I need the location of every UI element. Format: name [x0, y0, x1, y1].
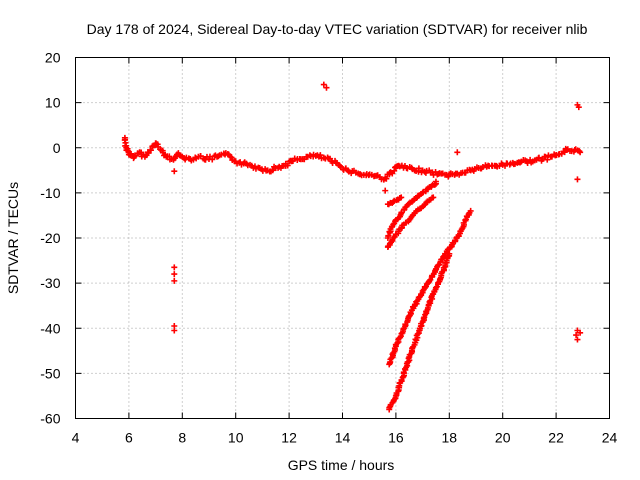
x-tick-label: 10: [228, 430, 244, 446]
data-point-outlier: [171, 327, 178, 334]
x-tick-label: 6: [125, 430, 133, 446]
data-point: [383, 175, 390, 182]
data-point: [544, 156, 551, 163]
data-points: [121, 81, 584, 413]
data-point: [577, 149, 584, 156]
data-point-outlier: [577, 329, 584, 336]
data-point-outlier: [432, 178, 439, 185]
data-point-outlier: [171, 168, 178, 175]
data-point: [415, 165, 422, 172]
data-point-outlier: [323, 84, 330, 91]
data-point-outlier: [320, 81, 327, 88]
data-point-outlier: [574, 336, 581, 343]
data-point-outlier: [171, 264, 178, 271]
data-point: [147, 147, 154, 154]
y-tick-labels: -60 -50 -40 -30 -20 -10 0 10 20: [40, 50, 60, 427]
x-tick-label: 14: [335, 430, 351, 446]
x-tick-label: 18: [442, 430, 458, 446]
data-point: [209, 156, 216, 163]
data-point: [128, 150, 135, 157]
y-tick-label: 20: [45, 50, 61, 66]
data-point-outlier: [171, 277, 178, 284]
data-point: [446, 250, 453, 257]
data-point: [414, 330, 421, 337]
y-tick-label: -30: [40, 275, 60, 291]
data-point: [535, 154, 542, 161]
y-tick-label: -40: [40, 320, 60, 336]
x-tick-label: 4: [72, 430, 80, 446]
y-tick-label: -60: [40, 411, 60, 427]
data-point-outlier: [171, 271, 178, 278]
y-tick-label: 10: [45, 95, 61, 111]
axis-ticks: [75, 57, 610, 419]
data-point-outlier: [454, 149, 461, 156]
x-tick-label: 16: [388, 430, 404, 446]
x-tick-label: 8: [178, 430, 186, 446]
x-tick-label: 12: [281, 430, 297, 446]
data-point: [467, 207, 474, 214]
data-point-outlier: [382, 187, 389, 194]
data-point-outlier: [575, 104, 582, 111]
x-tick-label: 22: [548, 430, 564, 446]
data-point: [432, 284, 439, 291]
data-point: [390, 221, 397, 228]
y-axis-label: SDTVAR / TECUs: [5, 182, 21, 294]
chart-title: Day 178 of 2024, Sidereal Day-to-day VTE…: [87, 21, 588, 37]
x-tick-labels: 4 6 8 10 12 14 16 18 20 22 24: [72, 430, 618, 446]
data-point-outlier: [573, 332, 580, 339]
data-point: [405, 200, 412, 207]
y-tick-label: -20: [40, 230, 60, 246]
x-tick-label: 24: [602, 430, 618, 446]
data-point: [576, 148, 583, 155]
data-point: [431, 181, 438, 188]
y-tick-label: -50: [40, 365, 60, 381]
data-point: [398, 194, 405, 201]
grid: [75, 57, 610, 419]
data-point: [394, 340, 401, 347]
data-point-outlier: [574, 176, 581, 183]
data-point: [391, 167, 398, 174]
data-point: [317, 152, 324, 159]
y-tick-label: -10: [40, 185, 60, 201]
data-point: [284, 162, 291, 169]
data-point: [430, 194, 437, 201]
x-axis-label: GPS time / hours: [288, 457, 395, 473]
data-point: [269, 167, 276, 174]
data-point: [390, 198, 397, 205]
y-tick-label: 0: [53, 140, 61, 156]
x-tick-label: 20: [495, 430, 511, 446]
